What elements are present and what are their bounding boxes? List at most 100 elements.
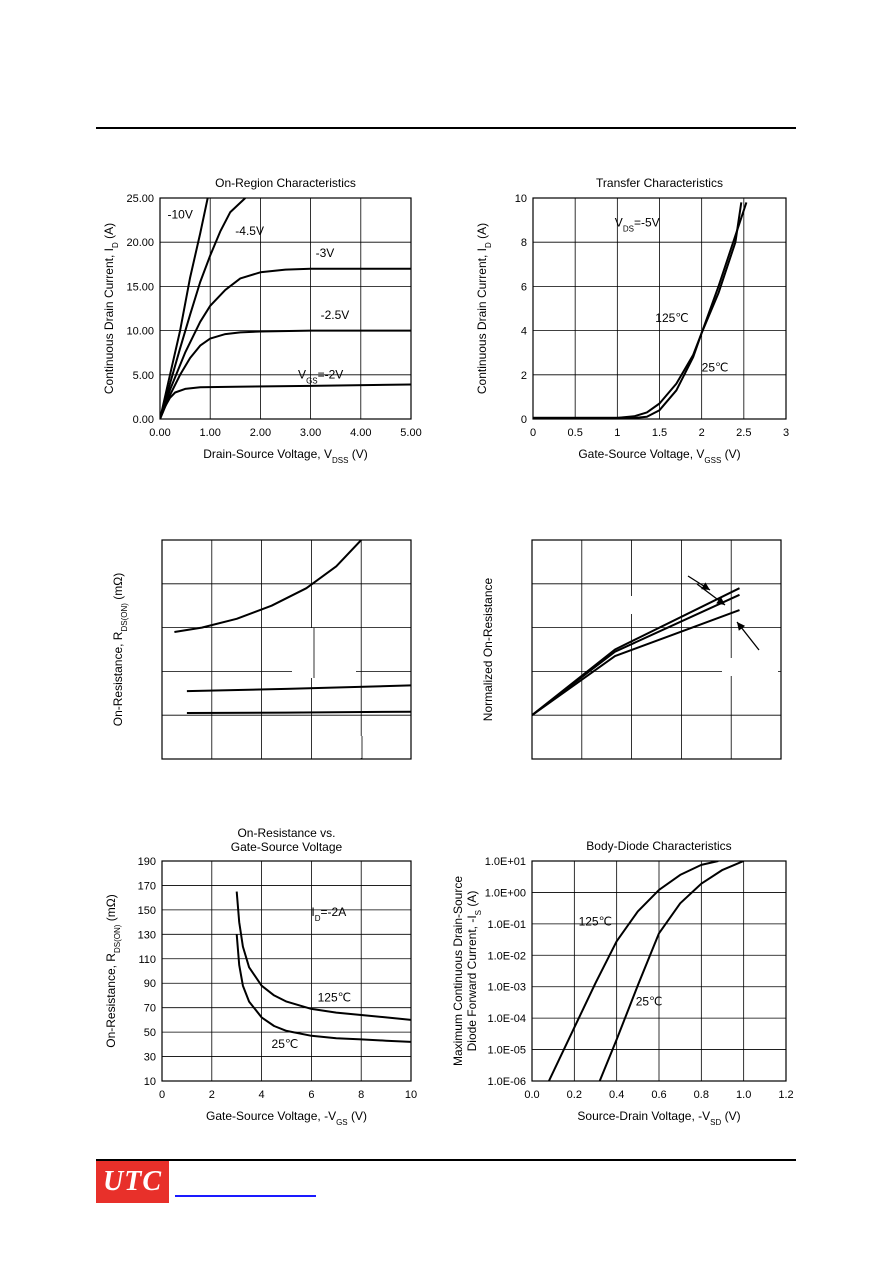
y-axis-label: On-Resistance, RDS(ON) (mΩ) [104,894,122,1047]
y-tick-label: 1.0E+00 [485,887,526,899]
x-tick-label: 1.5 [652,427,667,439]
x-tick-label: 0 [530,427,536,439]
series-line-V [160,383,411,419]
y-tick-label: 130 [138,929,156,941]
x-axis-label: Drain-Source Voltage, VDSS (V) [203,447,368,465]
y-axis-label: Continuous Drain Current, ID (A) [475,223,493,394]
series-line [532,593,740,716]
x-tick-label: 0.00 [149,427,170,439]
series-line--3V [160,267,411,419]
y-tick-label: 2 [521,370,527,382]
y-tick-label: 1.0E-02 [487,950,526,962]
chart-transfer: 0 0.5 1 1.5 2 2.5 3 0 2 4 6 8 10 Transfer Characteris… [475,176,789,465]
x-tick-label: 0.8 [694,1089,709,1101]
y-tick-label: 1.0E-01 [487,919,526,931]
y-tick-label: 190 [138,856,156,868]
y-tick-label: 1.0E-05 [487,1045,526,1057]
x-tick-label: 4 [259,1089,265,1101]
x-tick-label: 3.00 [300,427,321,439]
chart-on_region: 0.00 1.00 2.00 3.00 4.00 5.00 0.00 5.00 10.00 15.… [102,176,422,465]
y-axis-label: Maximum Continuous Drain-Source [451,876,465,1066]
chart-title: On-Resistance vs. [237,826,335,840]
annotation-label: -3V [316,246,335,260]
annotation-label: 125℃ [318,991,352,1005]
x-tick-label: 4.00 [350,427,371,439]
y-tick-label: 1.0E-04 [487,1013,526,1025]
y-tick-label: 8 [521,237,527,249]
x-tick-label: 2 [209,1089,215,1101]
mask-patch [352,736,390,758]
annotation-label: VDS=-5V [615,216,660,234]
website-link-underline[interactable] [175,1195,316,1197]
plot-frame [532,197,787,420]
series-line [532,609,740,717]
callout-arrow-head [737,622,746,631]
annotation-label: 125℃ [579,914,613,928]
series-line--10V [160,198,209,419]
x-tick-label: 0.5 [568,427,583,439]
y-tick-label: 1.0E-06 [487,1076,526,1088]
series-line [186,710,411,714]
y-tick-label: 170 [138,880,156,892]
x-tick-label: 2.5 [736,427,751,439]
plot-frame [161,860,412,1082]
annotation-label: ID=-2A [311,905,346,923]
utc-logo: UTC [96,1161,169,1203]
x-tick-label: 1.00 [199,427,220,439]
annotation-label: -10V [168,207,193,221]
y-tick-label: 10 [144,1076,156,1088]
series-line-125℃ [533,202,743,419]
series-line [174,540,362,633]
series-line--4.5V [160,198,246,419]
y-tick-label: 4 [521,326,527,338]
logo-text: UTC [103,1166,162,1197]
annotation-label: 25℃ [702,360,729,374]
callout-arrow-head [716,597,725,605]
charts-layer: 0.00 1.00 2.00 3.00 4.00 5.000.005.0010.0015.… [102,176,794,1127]
x-tick-label: 0 [159,1089,165,1101]
x-tick-label: 5.00 [400,427,421,439]
x-tick-label: 0.2 [567,1089,582,1101]
series-line-125℃ [235,891,411,1021]
x-tick-label: 0.4 [609,1089,624,1101]
y-tick-label: 30 [144,1052,156,1064]
y-axis-label: On-Resistance, RDS(ON) (mΩ) [111,573,129,726]
y-tick-label: 25.00 [126,193,154,205]
x-tick-label: 1.0 [736,1089,751,1101]
callout-arrow-head [701,582,710,590]
chart-on_resistance_vs_current: On-Resistance, RDS(ON) (mΩ) [111,539,412,760]
y-tick-label: 0.00 [133,414,154,426]
chart-body_diode: 0.0 0.2 0.4 0.6 0.8 1.0 1.2 1.0E-06 1.0E-05 1.0E-… [451,839,794,1127]
y-tick-label: 50 [144,1027,156,1039]
y-tick-label: 1.0E+01 [485,856,526,868]
series-line-25℃ [235,934,411,1043]
annotation-label: 25℃ [272,1037,299,1051]
series-line-25℃ [533,202,748,419]
plot-frame [531,860,787,1082]
annotation-label: -4.5V [235,224,264,238]
x-tick-label: 0.0 [524,1089,539,1101]
plot-frame [161,539,412,760]
x-tick-label: 3 [783,427,789,439]
x-axis-label: Gate-Source Voltage, VGSS (V) [578,447,740,465]
x-tick-label: 10 [405,1089,417,1101]
x-axis-label: Source-Drain Voltage, -VSD (V) [577,1109,740,1127]
x-tick-label: 0.6 [651,1089,666,1101]
y-tick-label: 5.00 [133,370,154,382]
y-tick-label: 1.0E-03 [487,982,526,994]
x-tick-label: 2 [699,427,705,439]
chart-subtitle: Gate-Source Voltage [231,840,343,854]
y-axis-label-2: Diode Forward Current, -IS (A) [465,891,483,1052]
chart-title: On-Region Characteristics [215,176,356,190]
y-axis-label: Normalized On-Resistance [481,577,495,721]
y-tick-label: 20.00 [126,237,154,249]
chart-title: Transfer Characteristics [596,176,723,190]
series-line [186,684,411,693]
y-tick-label: 10 [515,193,527,205]
chart-title: Body-Diode Characteristics [586,839,731,853]
series-line--2.5V [160,329,411,419]
plot-frame [159,197,412,420]
y-tick-label: 6 [521,281,527,293]
mask-patch [722,658,778,676]
